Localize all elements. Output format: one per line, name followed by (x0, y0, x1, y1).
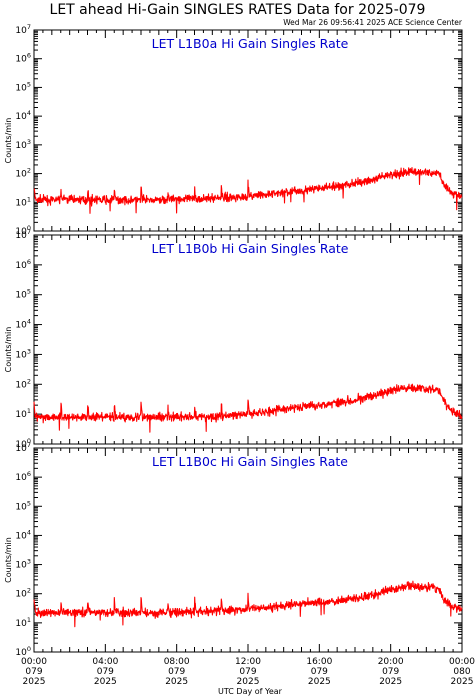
x-tick-label: 12:00 (235, 657, 261, 667)
x-tick-label: 079 (168, 667, 185, 677)
y-tick-label: 104 (15, 528, 31, 541)
x-tick-label: 00:00 (21, 657, 47, 667)
x-tick-label: 2025 (94, 677, 117, 687)
y-tick-label: 100 (15, 224, 31, 237)
y-tick-label: 104 (15, 318, 31, 331)
x-tick-label: 08:00 (164, 657, 190, 667)
y-tick-label: 106 (15, 258, 31, 271)
x-tick-label: 2025 (237, 677, 260, 687)
y-tick-label: 103 (15, 347, 31, 360)
x-tick-label: 079 (382, 667, 399, 677)
y-tick-label: 106 (15, 470, 31, 483)
y-tick-label: 107 (15, 228, 31, 241)
x-tick-label: 00:00 (449, 657, 475, 667)
x-tick-label: 2025 (165, 677, 188, 687)
x-tick-label: 2025 (308, 677, 331, 687)
series-line (33, 580, 463, 628)
panel-title: LET L1B0c Hi Gain Singles Rate (152, 454, 348, 469)
y-tick-label: 104 (15, 109, 31, 122)
figure-title: LET ahead Hi-Gain SINGLES RATES Data for… (50, 2, 426, 18)
panel-title: LET L1B0b Hi Gain Singles Rate (152, 241, 349, 256)
x-tick-label: 079 (97, 667, 114, 677)
y-tick-label: 106 (15, 52, 31, 65)
x-tick-label: 079 (239, 667, 256, 677)
x-tick-label: 080 (453, 667, 470, 677)
x-tick-label: 079 (25, 667, 42, 677)
series-line (33, 383, 463, 433)
y-tick-label: 105 (15, 499, 31, 512)
panel-title: LET L1B0a Hi Gain Singles Rate (152, 36, 349, 51)
chart-panels: 100 101 102 103 104 105 106 107 LET L1B0a Hi Gai… (4, 23, 475, 687)
chart-panel: 100 101 102 103 104 105 106 107 LET L1B0b Hi Gai… (4, 228, 463, 450)
series-line (33, 167, 463, 214)
y-tick-label: 105 (15, 80, 31, 93)
chart-panel: 100 101 102 103 104 105 106 107 LET L1B0a Hi Gai… (4, 23, 463, 237)
x-tick-label: 16:00 (306, 657, 332, 667)
y-tick-label: 101 (15, 616, 31, 629)
y-tick-label: 101 (15, 195, 31, 208)
y-axis-label: Counts/min (4, 537, 13, 583)
y-axis-label: Counts/min (4, 118, 13, 164)
plot-frame (33, 29, 463, 232)
timestamp-label: Wed Mar 26 09:56:41 2025 ACE Science Cen… (283, 18, 463, 27)
y-tick-label: 100 (15, 645, 31, 658)
x-tick-label: 2025 (451, 677, 474, 687)
x-tick-label: 04:00 (92, 657, 118, 667)
y-tick-label: 103 (15, 558, 31, 571)
chart-panel: 100 101 102 103 104 105 106 107 LET L1B0c Hi Gai… (4, 441, 463, 658)
y-tick-label: 102 (15, 587, 31, 600)
y-tick-label: 101 (15, 407, 31, 420)
y-tick-label: 103 (15, 138, 31, 151)
y-tick-label: 100 (15, 437, 31, 450)
y-tick-label: 102 (15, 377, 31, 390)
y-tick-label: 107 (15, 441, 31, 454)
y-tick-label: 107 (15, 23, 31, 36)
y-axis-label: Counts/min (4, 327, 13, 373)
x-tick-label: 2025 (379, 677, 402, 687)
plot-frame (33, 447, 463, 653)
x-tick-label: 2025 (23, 677, 46, 687)
x-axis-label: UTC Day of Year (218, 687, 283, 696)
x-tick-label: 079 (311, 667, 328, 677)
x-tick-label: 20:00 (378, 657, 404, 667)
y-tick-label: 105 (15, 288, 31, 301)
y-tick-label: 102 (15, 167, 31, 180)
